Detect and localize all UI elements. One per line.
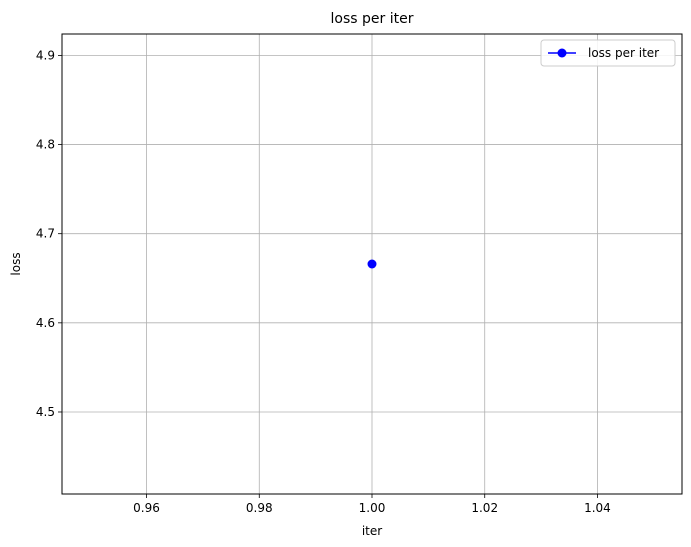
y-tick-label: 4.6 bbox=[36, 316, 55, 330]
x-tick-label: 1.02 bbox=[471, 501, 498, 515]
y-tick-label: 4.8 bbox=[36, 138, 55, 152]
y-tick-label: 4.5 bbox=[36, 405, 55, 419]
legend: loss per iter bbox=[540, 39, 676, 67]
series-layer bbox=[367, 259, 377, 269]
x-tick-label: 1.04 bbox=[584, 501, 611, 515]
y-tick-label: 4.9 bbox=[36, 48, 55, 62]
y-tick-label: 4.7 bbox=[36, 227, 55, 241]
x-axis-ticks: 0.96 0.98 1.00 1.02 1.04 bbox=[133, 494, 611, 515]
x-tick-label: 0.98 bbox=[246, 501, 273, 515]
y-axis-ticks: 4.5 4.6 4.7 4.8 4.9 bbox=[36, 48, 62, 419]
legend-entry-label: loss per iter bbox=[588, 46, 659, 60]
y-axis-label: loss bbox=[9, 252, 23, 275]
x-tick-label: 0.96 bbox=[133, 501, 160, 515]
data-point bbox=[367, 259, 377, 269]
chart-title: loss per iter bbox=[331, 11, 414, 27]
x-axis-label: iter bbox=[362, 524, 382, 538]
legend-box bbox=[540, 39, 676, 67]
x-tick-label: 1.00 bbox=[359, 501, 386, 515]
legend-marker-sample bbox=[557, 48, 567, 58]
